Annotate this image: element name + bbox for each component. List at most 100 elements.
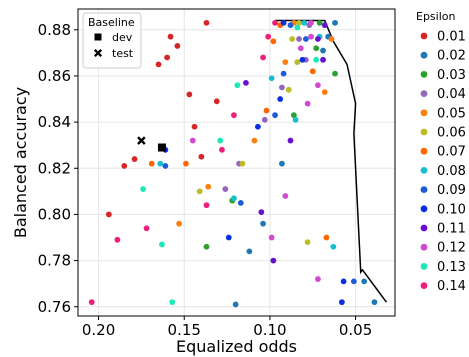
epsilon-legend-marker bbox=[420, 147, 428, 155]
data-point bbox=[297, 45, 304, 52]
data-point bbox=[121, 163, 128, 169]
data-point bbox=[270, 257, 277, 264]
data-point bbox=[203, 243, 210, 250]
epsilon-legend-marker bbox=[420, 51, 428, 59]
epsilon-legend-label: 0.09 bbox=[437, 183, 466, 198]
data-point bbox=[287, 22, 294, 29]
data-point bbox=[131, 156, 138, 162]
data-point bbox=[265, 33, 272, 40]
data-point bbox=[282, 193, 289, 199]
data-point bbox=[196, 188, 203, 195]
data-point bbox=[314, 276, 321, 282]
x-axis-label: Equalized odds bbox=[176, 337, 297, 356]
epsilon-legend-label: 0.13 bbox=[437, 260, 466, 275]
data-point bbox=[279, 160, 285, 167]
baseline-legend: Baseline dev test bbox=[82, 12, 142, 69]
epsilon-legend-marker bbox=[420, 205, 428, 213]
baseline-legend-label: dev bbox=[112, 31, 133, 44]
data-point bbox=[222, 186, 229, 192]
epsilon-legend-marker bbox=[420, 90, 428, 97]
data-point bbox=[260, 54, 266, 61]
data-point bbox=[338, 299, 345, 306]
data-point bbox=[237, 199, 244, 206]
epsilon-legend-marker bbox=[420, 263, 428, 270]
x-tick-label: 0.15 bbox=[168, 321, 201, 339]
epsilon-legend-marker bbox=[420, 167, 428, 174]
data-point bbox=[203, 202, 210, 209]
data-point bbox=[285, 86, 292, 93]
data-point bbox=[308, 19, 314, 26]
epsilon-legend-marker bbox=[420, 128, 428, 136]
data-point bbox=[183, 160, 189, 167]
data-point bbox=[176, 220, 182, 227]
epsilon-legend-marker bbox=[420, 243, 428, 251]
data-point bbox=[219, 146, 225, 153]
data-point bbox=[258, 209, 265, 216]
epsilon-legend-label: 0.06 bbox=[437, 126, 466, 141]
data-point bbox=[361, 278, 368, 285]
data-point bbox=[164, 54, 171, 61]
data-points bbox=[88, 19, 378, 308]
data-point bbox=[328, 36, 335, 42]
data-point bbox=[114, 236, 121, 243]
frontier-line bbox=[275, 19, 388, 303]
data-point bbox=[321, 89, 328, 95]
data-point bbox=[167, 33, 174, 40]
data-point bbox=[296, 19, 302, 26]
data-point bbox=[279, 84, 285, 91]
data-point bbox=[301, 19, 308, 26]
y-tick-label: 0.78 bbox=[38, 252, 71, 270]
data-point bbox=[243, 79, 249, 86]
data-point bbox=[294, 24, 301, 31]
data-point bbox=[251, 137, 258, 144]
data-point bbox=[148, 160, 155, 167]
data-point bbox=[225, 234, 232, 241]
data-point bbox=[304, 239, 311, 246]
epsilon-legend-marker bbox=[420, 186, 428, 194]
data-point bbox=[268, 234, 275, 241]
baseline-legend-label: test bbox=[112, 47, 134, 60]
data-point bbox=[294, 59, 301, 65]
data-point bbox=[316, 19, 323, 26]
baseline-legend-test-marker bbox=[93, 48, 103, 58]
data-point bbox=[313, 45, 320, 52]
data-point bbox=[231, 195, 237, 202]
epsilon-legend-label: 0.04 bbox=[437, 87, 466, 102]
epsilon-legend-marker bbox=[420, 32, 428, 40]
data-point bbox=[323, 234, 330, 241]
data-point bbox=[299, 56, 306, 63]
data-point bbox=[88, 299, 95, 306]
y-tick-label: 0.80 bbox=[38, 205, 71, 223]
data-point bbox=[296, 36, 302, 42]
data-point bbox=[309, 68, 316, 75]
data-point bbox=[213, 98, 220, 105]
x-tick-label: 0.10 bbox=[253, 321, 286, 339]
epsilon-legend: Epsilon 0.01 0.02 0.03 0.04 0.05 0.06 0.07 0.08 0… bbox=[416, 10, 466, 294]
data-point bbox=[159, 241, 165, 248]
y-tick-label: 0.76 bbox=[38, 298, 71, 316]
data-point bbox=[203, 19, 210, 26]
data-point bbox=[280, 70, 287, 77]
baseline-dev-marker bbox=[157, 143, 166, 152]
data-point bbox=[169, 299, 176, 306]
y-tick-label: 0.84 bbox=[38, 113, 71, 131]
data-point bbox=[155, 61, 162, 68]
y-tick-label: 0.86 bbox=[38, 67, 71, 85]
pareto-frontier bbox=[275, 19, 388, 303]
epsilon-legend-label: 0.11 bbox=[437, 222, 466, 237]
data-point bbox=[313, 56, 320, 63]
data-point bbox=[314, 36, 321, 42]
data-point bbox=[217, 137, 224, 144]
data-point bbox=[282, 59, 289, 65]
baseline-test-marker-stroke bbox=[137, 136, 146, 145]
baseline-legend-dev-marker bbox=[94, 33, 102, 41]
epsilon-legend-label: 0.07 bbox=[437, 145, 466, 160]
baseline-legend-title: Baseline bbox=[88, 16, 135, 29]
data-point bbox=[234, 82, 241, 89]
epsilon-legend-marker bbox=[420, 109, 428, 117]
data-point bbox=[350, 278, 357, 285]
epsilon-legend-marker bbox=[420, 282, 428, 289]
data-point bbox=[186, 91, 193, 98]
data-point bbox=[320, 47, 326, 54]
baseline-legend-test-marker-stroke bbox=[93, 48, 103, 58]
